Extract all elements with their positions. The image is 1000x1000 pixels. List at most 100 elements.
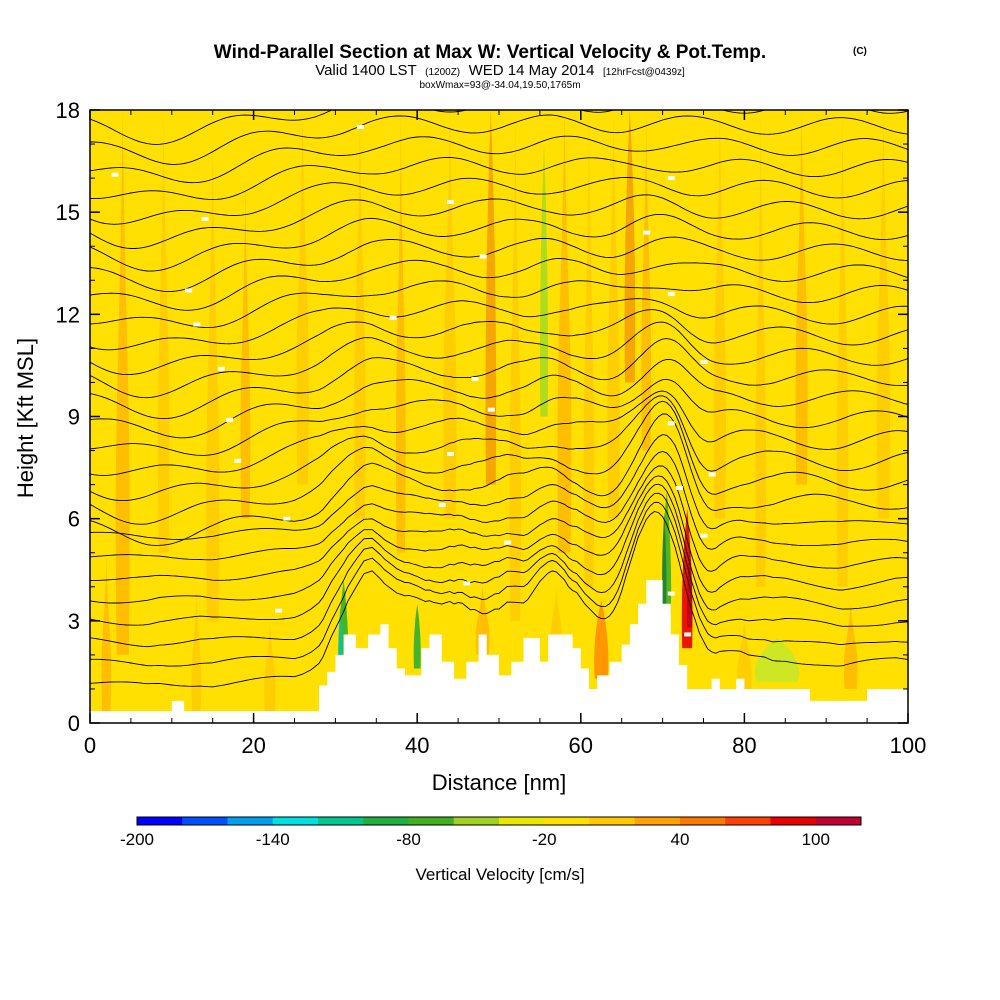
velocity-feature xyxy=(594,600,609,679)
colorbar-swatch xyxy=(363,817,409,825)
subtitle-date: WED 14 May 2014 xyxy=(469,62,595,79)
colorbar-tick-label: 40 xyxy=(671,830,690,849)
contour-label-box xyxy=(193,322,201,327)
contour-label-box xyxy=(667,291,675,296)
subtitle-utc: (1200Z) xyxy=(425,67,460,78)
contour-label-box xyxy=(234,458,242,463)
isentrope-line xyxy=(90,135,908,184)
contour-label-box xyxy=(643,230,651,235)
colorbar-swatch xyxy=(499,817,545,825)
colorbar-swatch xyxy=(589,817,636,825)
contour-label-box xyxy=(700,533,708,538)
contour-label-box xyxy=(185,288,193,293)
colorbar-swatch xyxy=(815,817,862,825)
isentrope-line xyxy=(90,501,908,667)
colorbar-swatch xyxy=(318,817,364,825)
contour-label-box xyxy=(226,417,234,422)
isentrope-line xyxy=(90,390,908,476)
isentrope-line xyxy=(90,451,908,561)
contour-label-box xyxy=(504,540,512,545)
colorbar-tick-label: -20 xyxy=(532,830,557,849)
contour-label-box xyxy=(201,216,209,221)
contour-label-box xyxy=(667,421,675,426)
y-tick-label: 12 xyxy=(56,302,80,327)
velocity-streak xyxy=(876,110,891,519)
contour-label-box xyxy=(111,172,119,177)
colorbar-ticks: -200 -140 -80 -20 40 100 xyxy=(120,830,830,849)
x-axis: 0 20 40 60 80 100 xyxy=(84,110,926,758)
colorbar-swatch xyxy=(408,817,455,825)
velocity-streak xyxy=(557,110,572,553)
contour-label-box xyxy=(675,486,683,491)
y-tick-label: 6 xyxy=(68,507,80,532)
colorbar-tick-label: -200 xyxy=(120,830,154,849)
x-tick-label: 80 xyxy=(732,733,756,758)
contour-label-box xyxy=(463,581,471,586)
velocity-streak xyxy=(296,110,309,485)
chart-subtitle: Valid 1400 LST (1200Z) WED 14 May 2014 [… xyxy=(315,62,685,79)
colorbar xyxy=(136,816,862,826)
colorbar-frame xyxy=(136,816,862,826)
isentrope-line xyxy=(90,395,908,502)
contour-label-box xyxy=(684,632,692,637)
colorbar-swatch xyxy=(272,817,319,825)
velocity-streak xyxy=(509,110,522,621)
colorbar-swatch xyxy=(544,817,590,825)
contour-label-box xyxy=(708,472,716,477)
isentrope-line xyxy=(90,298,908,351)
velocity-streak xyxy=(737,620,752,696)
contour-label-box xyxy=(479,254,487,259)
velocity-feature xyxy=(754,637,800,683)
contour-label-box xyxy=(275,608,283,613)
potential-temperature-contours xyxy=(90,110,908,688)
velocity-streak xyxy=(795,110,808,485)
chart-title: Wind-Parallel Section at Max W: Vertical… xyxy=(214,42,766,63)
colorbar-swatch xyxy=(453,817,500,825)
isentrope-line xyxy=(90,475,908,604)
y-tick-label: 15 xyxy=(56,200,80,225)
isentrope-line xyxy=(90,378,908,456)
contour-label-box xyxy=(217,366,225,371)
velocity-feature xyxy=(413,603,421,669)
colorbar-swatch xyxy=(182,817,228,825)
contour-labels xyxy=(111,125,716,637)
velocity-streak xyxy=(115,110,130,655)
isentrope-line xyxy=(90,258,908,311)
terrain xyxy=(90,579,908,723)
velocity-streak xyxy=(101,552,112,713)
colorbar-swatch xyxy=(680,817,726,825)
isentrope-line xyxy=(90,176,908,225)
colorbar-swatch xyxy=(725,817,771,825)
colorbar-tick-label: 100 xyxy=(802,830,830,849)
isentrope-line xyxy=(90,321,908,399)
y-tick-label: 0 xyxy=(68,711,80,736)
colorbar-swatch xyxy=(137,817,183,825)
contour-label-box xyxy=(283,516,291,521)
velocity-streak xyxy=(191,586,202,713)
velocity-streak xyxy=(264,620,276,713)
velocity-streaks xyxy=(101,110,891,713)
contour-label-box xyxy=(446,199,454,204)
isentrope-line xyxy=(90,280,908,329)
velocity-feature xyxy=(662,511,667,604)
velocity-feature xyxy=(539,144,548,417)
velocity-streak xyxy=(240,178,251,519)
subtitle-forecast: [12hrFcst@0439z] xyxy=(603,67,685,78)
velocity-streak xyxy=(836,110,849,587)
colorbar-swatch xyxy=(227,817,274,825)
velocity-streak xyxy=(843,603,858,689)
x-tick-label: 40 xyxy=(405,733,429,758)
x-tick-label: 100 xyxy=(890,733,927,758)
subtitle-valid: Valid 1400 LST xyxy=(315,62,416,79)
velocity-streak xyxy=(607,110,620,519)
plot-area xyxy=(90,110,908,723)
isentrope-line xyxy=(90,114,908,165)
velocity-streak xyxy=(583,110,595,587)
velocity-feature xyxy=(485,110,497,485)
isentrope-line xyxy=(90,511,908,688)
isentrope-line xyxy=(90,434,908,540)
contour-label-box xyxy=(446,451,454,456)
isentrope-line xyxy=(90,483,908,626)
velocity-streak xyxy=(641,110,652,451)
